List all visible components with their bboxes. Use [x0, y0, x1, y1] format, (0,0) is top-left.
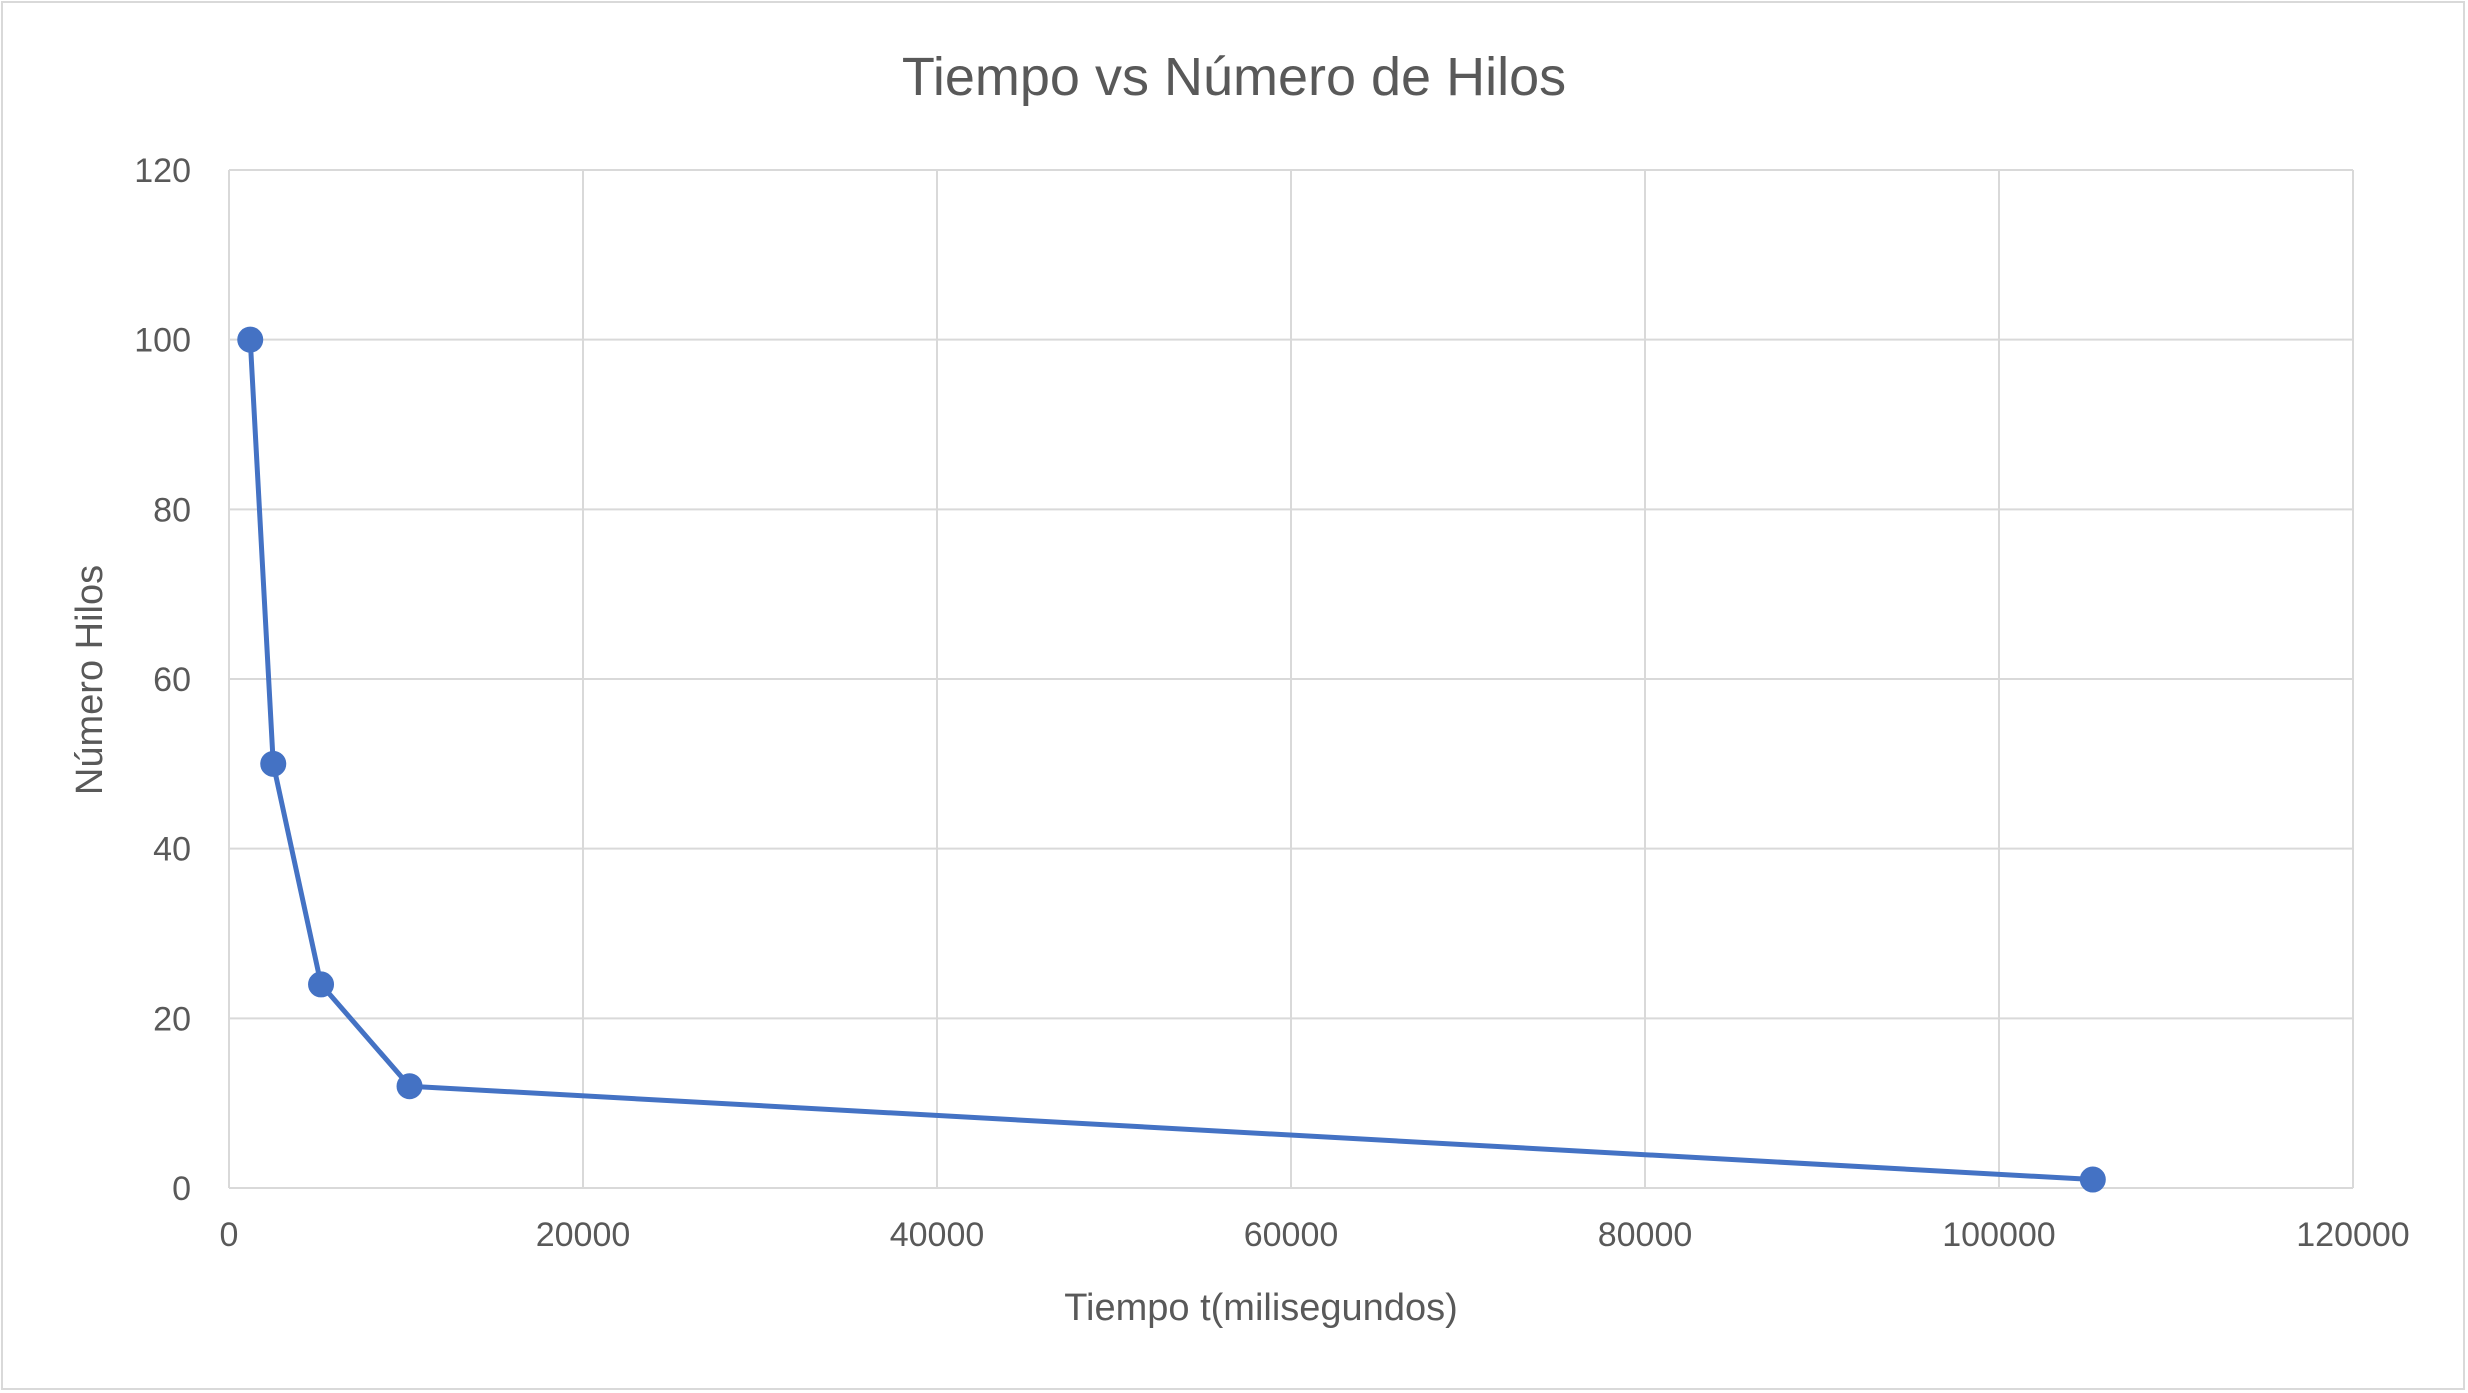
gridlines	[228, 169, 2354, 1189]
tick-labels: 0 20000 40000 60000 80000 100000 120000 0 20 40 60…	[134, 152, 2409, 1254]
x-tick-label: 20000	[536, 1216, 631, 1254]
y-tick-label: 80	[153, 491, 191, 529]
series-line	[247, 339, 2093, 1183]
x-tick-label: 60000	[1244, 1216, 1339, 1254]
data-point	[260, 750, 287, 777]
chart-title: Tiempo vs Número de Hilos	[902, 47, 1566, 107]
y-tick-label: 120	[134, 152, 191, 190]
x-axis-label: Tiempo t(milisegundos)	[1064, 1287, 1458, 1329]
x-tick-label: 40000	[890, 1216, 985, 1254]
y-tick-label: 100	[134, 322, 191, 360]
x-tick-label: 100000	[1942, 1216, 2055, 1254]
x-tick-label: 120000	[2296, 1216, 2409, 1254]
series-layer	[237, 326, 2106, 1193]
y-tick-label: 40	[153, 831, 191, 869]
y-tick-label: 20	[153, 1000, 191, 1038]
x-tick-label: 0	[220, 1216, 239, 1254]
data-point	[308, 971, 335, 998]
y-tick-label: 0	[172, 1170, 191, 1208]
data-point	[396, 1073, 423, 1100]
x-tick-label: 80000	[1598, 1216, 1693, 1254]
data-point	[237, 326, 264, 353]
y-tick-label: 60	[153, 661, 191, 699]
data-point	[2079, 1166, 2106, 1193]
y-axis-label: Número Hilos	[69, 565, 111, 795]
